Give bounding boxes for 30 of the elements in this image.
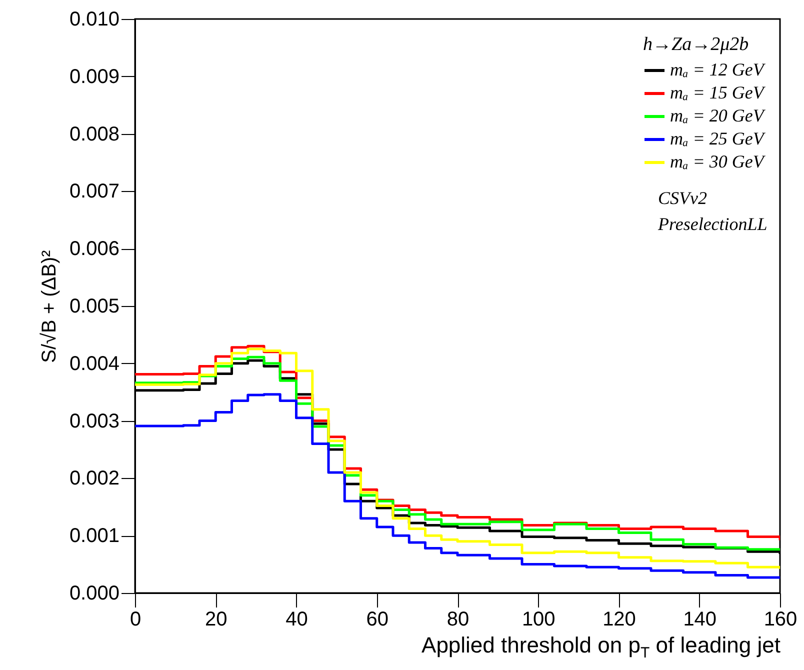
- x-tick-label: 120: [602, 608, 636, 630]
- y-tick-label: 0.004: [69, 352, 120, 375]
- y-tick-label: 0.000: [69, 582, 120, 604]
- y-tick-label: 0.001: [69, 525, 120, 548]
- legend-label: mₐ = 20 GeV: [670, 106, 766, 126]
- annotation: PreselectionLL: [657, 214, 768, 234]
- y-tick-label: 0.005: [69, 296, 120, 318]
- x-axis-title: Applied threshold on p$_{T}$ of leading jet: [422, 632, 780, 662]
- y-tick-label: 0.010: [69, 8, 120, 30]
- y-tick-label: 0.009: [69, 66, 120, 88]
- y-tick-label: 0.003: [69, 410, 120, 432]
- x-tick-label: 80: [446, 608, 470, 630]
- annotation: CSVv2: [658, 188, 707, 208]
- x-tick-label: 100: [522, 608, 556, 630]
- x-tick-label: 140: [683, 608, 717, 630]
- y-tick-label: 0.006: [69, 238, 120, 260]
- legend-label: mₐ = 30 GeV: [670, 152, 766, 172]
- x-tick-label: 0: [130, 608, 142, 630]
- x-tick-label: 40: [286, 608, 308, 630]
- legend-label: mₐ = 25 GeV: [670, 128, 766, 148]
- y-tick-label: 0.007: [69, 180, 120, 203]
- legend-label: mₐ = 12 GeV: [670, 60, 766, 80]
- y-tick-label: 0.002: [69, 468, 120, 490]
- x-tick-label: 60: [366, 608, 388, 630]
- y-axis-title: S/√B + (ΔB)²: [38, 250, 60, 363]
- legend-label: mₐ = 15 GeV: [670, 82, 766, 102]
- x-tick-label: 160: [764, 608, 798, 630]
- x-tick-label: 20: [205, 608, 228, 630]
- legend-title: h→Za→2μ2b: [643, 34, 749, 55]
- y-tick-label: 0.008: [69, 123, 120, 146]
